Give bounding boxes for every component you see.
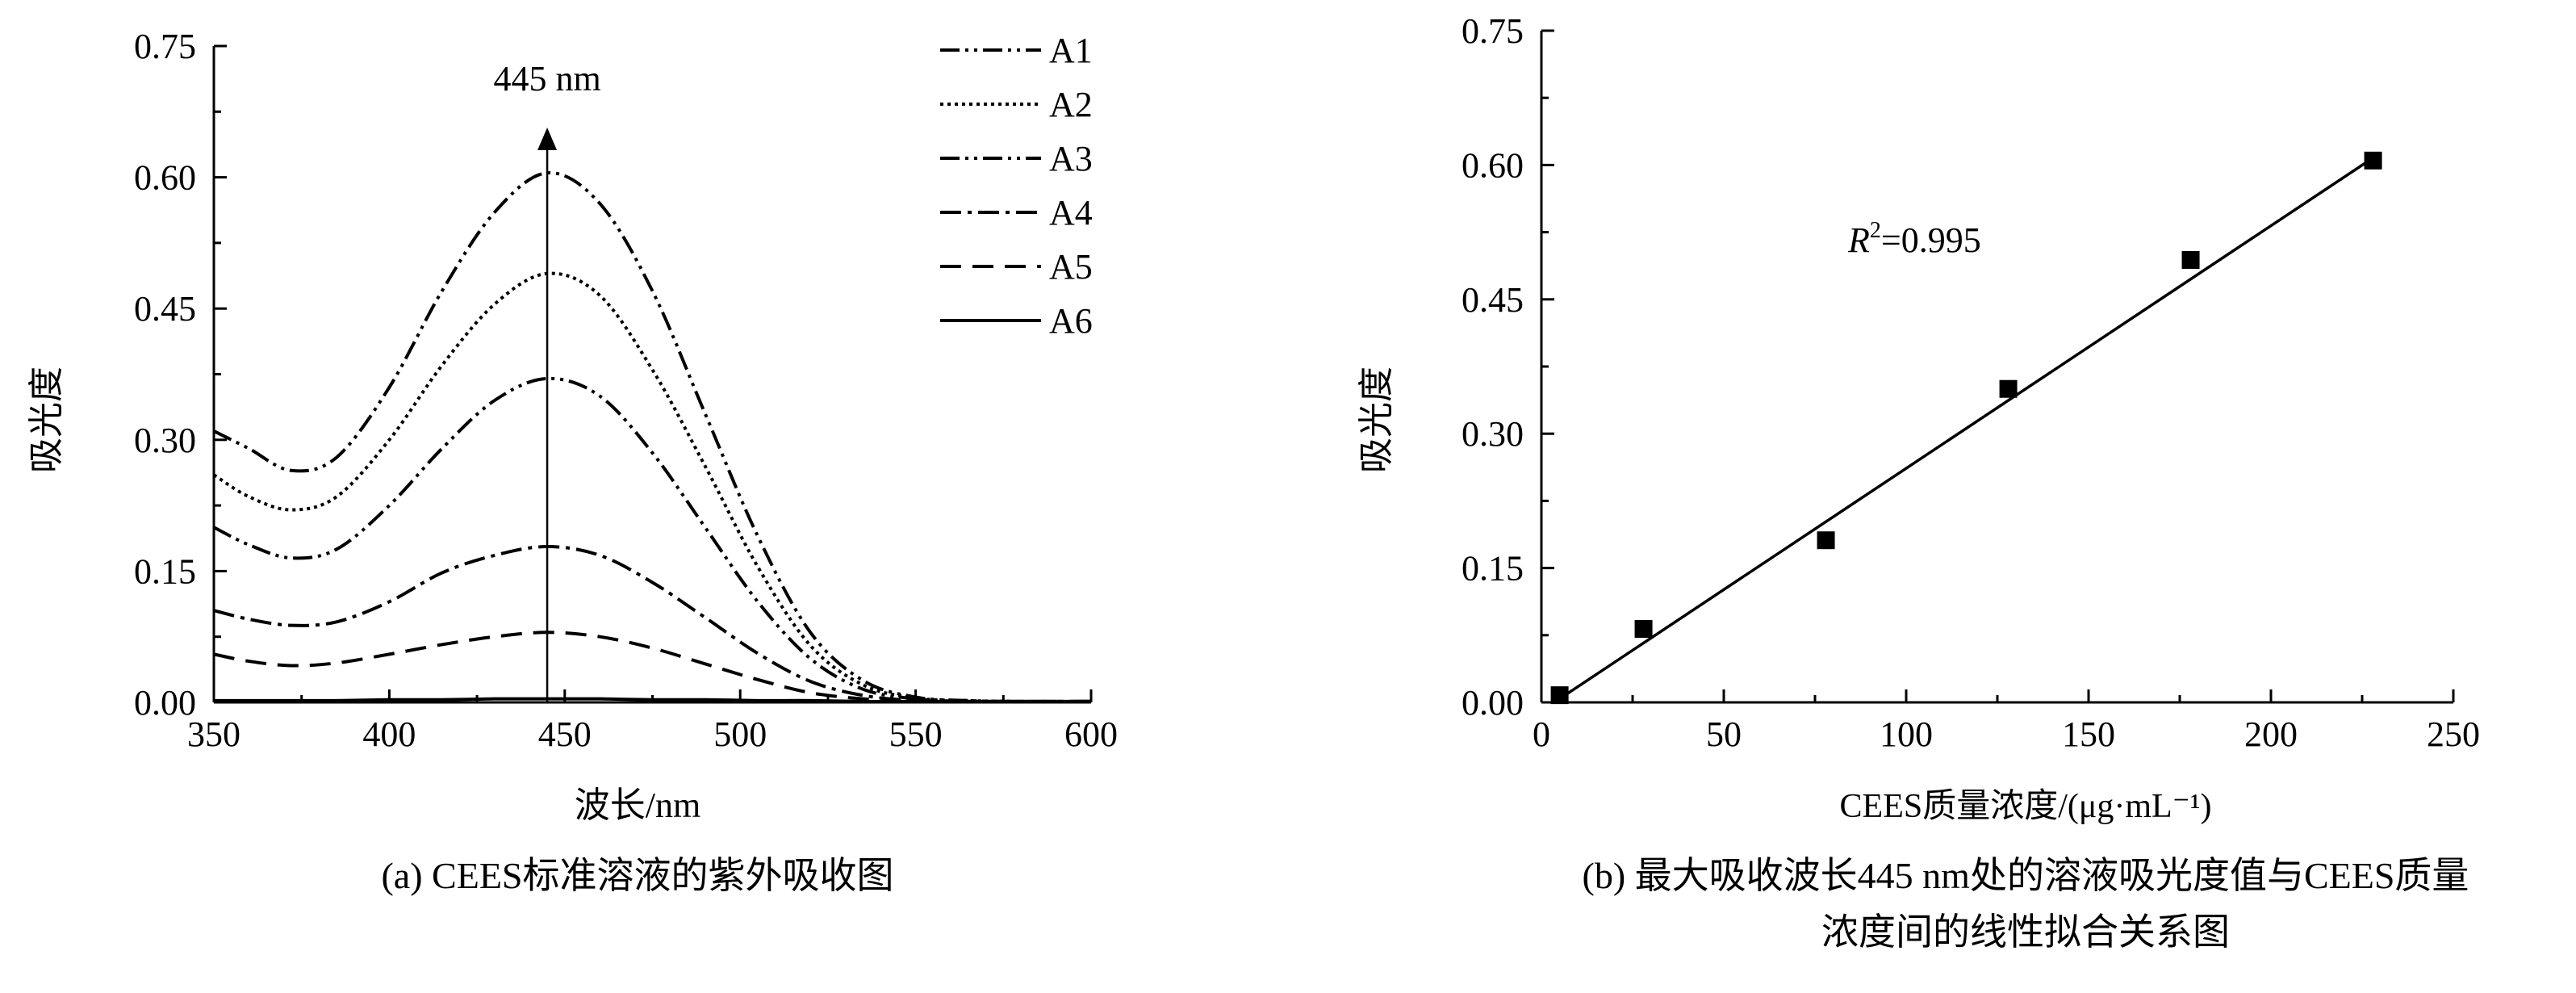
r2-symbol: R	[1847, 220, 1870, 260]
chart-b-y-tick-label: 0.00	[1462, 683, 1524, 723]
chart-a-y-tick-label: 0.00	[134, 683, 196, 723]
series-a6-line	[213, 697, 1091, 703]
chart-a-axes	[212, 46, 1091, 704]
series-a2-line	[212, 271, 1092, 703]
chart-b-ylabel: 吸光度	[1356, 367, 1397, 473]
chart-b-caption-line2: 浓度间的线性拟合关系图	[1821, 911, 2230, 953]
series-a5-line	[213, 631, 1091, 704]
chart-b-y-tick-label: 0.60	[1462, 145, 1524, 185]
data-point	[1634, 620, 1653, 639]
chart-b-ticks: 0 50 100 150 200 250 0.00 0.15 0.30 0.45 0.60 0.75	[1462, 11, 2480, 754]
data-point	[1999, 379, 2018, 398]
chart-b-x-tick-label: 0	[1533, 714, 1550, 754]
chart-b-x-tick-label: 100	[1880, 714, 1933, 754]
chart-a-x-tick-label: 350	[187, 714, 240, 754]
chart-b-fit-line	[1558, 157, 2374, 701]
chart-a-series	[212, 128, 1092, 704]
series-a1-line	[213, 171, 1092, 703]
r2-value: =0.995	[1881, 220, 1981, 260]
chart-a-x-tick-label: 450	[538, 714, 592, 754]
chart-b-y-tick-label: 0.30	[1462, 414, 1524, 454]
annotation-arrow-head	[537, 128, 558, 150]
chart-a-caption: (a) CEES标准溶液的紫外吸收图	[381, 855, 893, 896]
chart-a-x-tick-label: 600	[1064, 714, 1118, 754]
chart-b-x-tick-label: 200	[2244, 714, 2298, 754]
chart-b-xlabel: CEES质量浓度/(μg·mL⁻¹)	[1840, 788, 2212, 825]
chart-b-linear-fit: 0 50 100 150 200 2500.000.150.300.450.600.75 …	[1356, 11, 2480, 953]
legend-label-a1: A1	[1049, 31, 1093, 70]
chart-a-ylabel: 吸光度	[26, 367, 67, 473]
legend-label-a3: A3	[1049, 139, 1093, 178]
chart-b-y-tick-label: 0.15	[1462, 549, 1524, 589]
series-a3-line	[213, 376, 1091, 704]
data-point	[1817, 531, 1835, 550]
legend-label-a5: A5	[1049, 247, 1093, 287]
legend-label-a4: A4	[1049, 193, 1093, 233]
chart-a-x-tick-label: 400	[362, 714, 416, 754]
linear-fit-line	[1558, 157, 2374, 701]
legend-label-a6: A6	[1049, 301, 1093, 341]
chart-b-data-points	[1550, 151, 2382, 705]
chart-a-y-tick-label: 0.60	[134, 158, 196, 198]
chart-b-y-tick-label: 0.75	[1462, 11, 1524, 51]
chart-b-x-tick-label: 50	[1706, 714, 1742, 754]
chart-a-ticks: 350 400 450 500 550 600 0.00 0.15 0.30 0.45 0.60 0.…	[134, 27, 1118, 754]
chart-a-x-tick-label: 500	[713, 714, 767, 754]
data-point	[1550, 686, 1569, 705]
chart-b-caption-line1: (b) 最大吸收波长445 nm处的溶液吸光度值与CEES质量	[1583, 855, 2469, 896]
chart-b-y-tick-label: 0.45	[1462, 280, 1524, 320]
data-point	[2364, 151, 2382, 170]
chart-b-x-tick-label: 150	[2062, 714, 2115, 754]
data-point	[2181, 250, 2200, 269]
chart-a-y-tick-label: 0.45	[134, 289, 196, 329]
chart-a-y-tick-label: 0.30	[134, 421, 196, 460]
chart-a-y-tick-label: 0.75	[134, 27, 196, 66]
chart-a-annotation-445nm: 445 nm	[493, 59, 600, 98]
chart-b-r2-annotation: R2=0.995	[1847, 218, 1981, 260]
chart-b-axes	[1540, 31, 2453, 704]
legend-label-a2: A2	[1049, 85, 1093, 124]
series-a4-line	[213, 545, 1091, 703]
r2-superscript: 2	[1870, 218, 1881, 243]
chart-a-y-tick-label: 0.15	[134, 551, 196, 591]
chart-a-legend: A1 A2 A3 A4 A5 A6	[940, 31, 1093, 341]
chart-a-uv-spectra: 350 400 450 500 550 600 0.00 0.15 0.30 0.45 0.60 0.…	[26, 27, 1118, 896]
chart-a-xlabel: 波长/nm	[575, 786, 700, 825]
chart-b-x-tick-label: 250	[2427, 714, 2480, 754]
chart-a-x-tick-label: 550	[889, 714, 943, 754]
